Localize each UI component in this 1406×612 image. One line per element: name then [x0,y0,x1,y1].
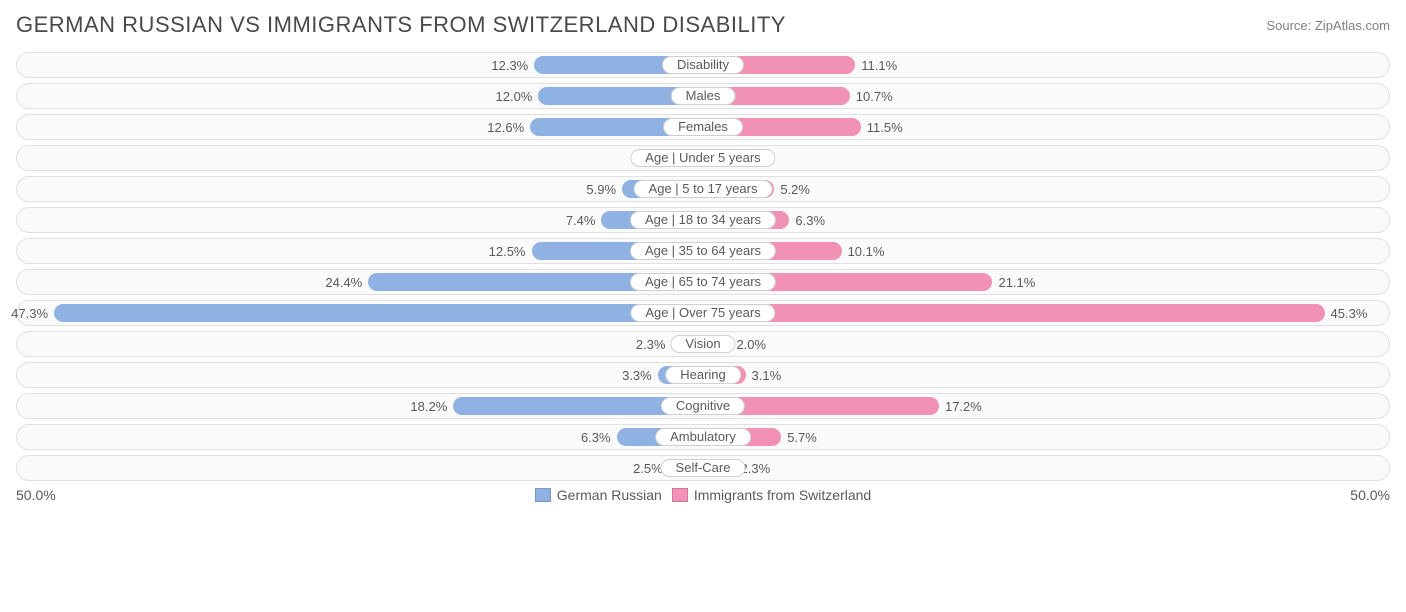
chart-row: 12.5% 10.1% Age | 35 to 64 years [16,238,1390,264]
chart-footer: 50.0% German Russian Immigrants from Swi… [16,487,1390,503]
chart-row: 5.9% 5.2%Age | 5 to 17 years [16,176,1390,202]
chart-row: 12.3% 11.1% Disability [16,52,1390,78]
value-left: 5.9% [586,177,622,201]
category-label: Hearing [665,366,741,384]
value-left: 2.3% [636,332,672,356]
category-label: Age | Under 5 years [630,149,775,167]
value-right: 17.2% [939,394,982,418]
chart-row: 7.4% 6.3% Age | 18 to 34 years [16,207,1390,233]
chart-row: 12.0% 10.7% Males [16,83,1390,109]
value-right: 45.3% [1325,301,1368,325]
value-right: 6.3% [789,208,825,232]
legend-item-left: German Russian [535,487,662,503]
chart-row: 47.3%45.3%Age | Over 75 years [16,300,1390,326]
category-label: Vision [670,335,735,353]
chart-row: 24.4% 21.1% Age | 65 to 74 years [16,269,1390,295]
legend-label-right: Immigrants from Switzerland [694,487,871,503]
chart-row: 2.3% 2.0%Vision [16,331,1390,357]
value-left: 3.3% [622,363,658,387]
bar-left [54,304,703,322]
legend: German Russian Immigrants from Switzerla… [535,487,871,503]
value-left: 24.4% [325,270,368,294]
value-left: 12.6% [487,115,530,139]
chart-row: 2.5%2.3%Self-Care [16,455,1390,481]
diverging-bar-chart: 12.3% 11.1% Disability 12.0% 10.7% Males 12.6%… [16,52,1390,481]
value-right: 10.1% [842,239,885,263]
value-right: 3.1% [746,363,782,387]
category-label: Age | 18 to 34 years [630,211,776,229]
category-label: Disability [662,56,744,74]
value-right: 11.1% [855,53,897,77]
chart-row: 1.6%1.1%Age | Under 5 years [16,145,1390,171]
category-label: Self-Care [661,459,746,477]
legend-swatch-right [672,488,688,502]
value-left: 6.3% [581,425,617,449]
bar-right [703,304,1325,322]
category-label: Age | 65 to 74 years [630,273,776,291]
chart-row: 3.3% 3.1% Hearing [16,362,1390,388]
legend-label-left: German Russian [557,487,662,503]
chart-row: 6.3% 5.7% Ambulatory [16,424,1390,450]
chart-row: 12.6% 11.5% Females [16,114,1390,140]
value-right: 2.0% [730,332,766,356]
value-right: 10.7% [850,84,893,108]
value-left: 12.3% [491,53,534,77]
page-title: GERMAN RUSSIAN VS IMMIGRANTS FROM SWITZE… [16,12,786,38]
value-left: 47.3% [11,301,54,325]
source-attribution: Source: ZipAtlas.com [1266,18,1390,33]
header: GERMAN RUSSIAN VS IMMIGRANTS FROM SWITZE… [16,12,1390,38]
scale-min-label: 50.0% [16,487,56,503]
legend-swatch-left [535,488,551,502]
value-left: 12.0% [496,84,539,108]
value-left: 18.2% [410,394,453,418]
value-right: 5.7% [781,425,817,449]
category-label: Cognitive [661,397,745,415]
chart-row: 18.2% 17.2% Cognitive [16,393,1390,419]
category-label: Age | 35 to 64 years [630,242,776,260]
category-label: Age | 5 to 17 years [634,180,773,198]
category-label: Males [671,87,736,105]
category-label: Ambulatory [655,428,751,446]
value-right: 5.2% [774,177,810,201]
value-left: 12.5% [489,239,532,263]
legend-item-right: Immigrants from Switzerland [672,487,871,503]
category-label: Age | Over 75 years [630,304,775,322]
value-left: 7.4% [566,208,602,232]
category-label: Females [663,118,743,136]
scale-max-label: 50.0% [1350,487,1390,503]
value-right: 21.1% [992,270,1035,294]
value-right: 11.5% [861,115,903,139]
